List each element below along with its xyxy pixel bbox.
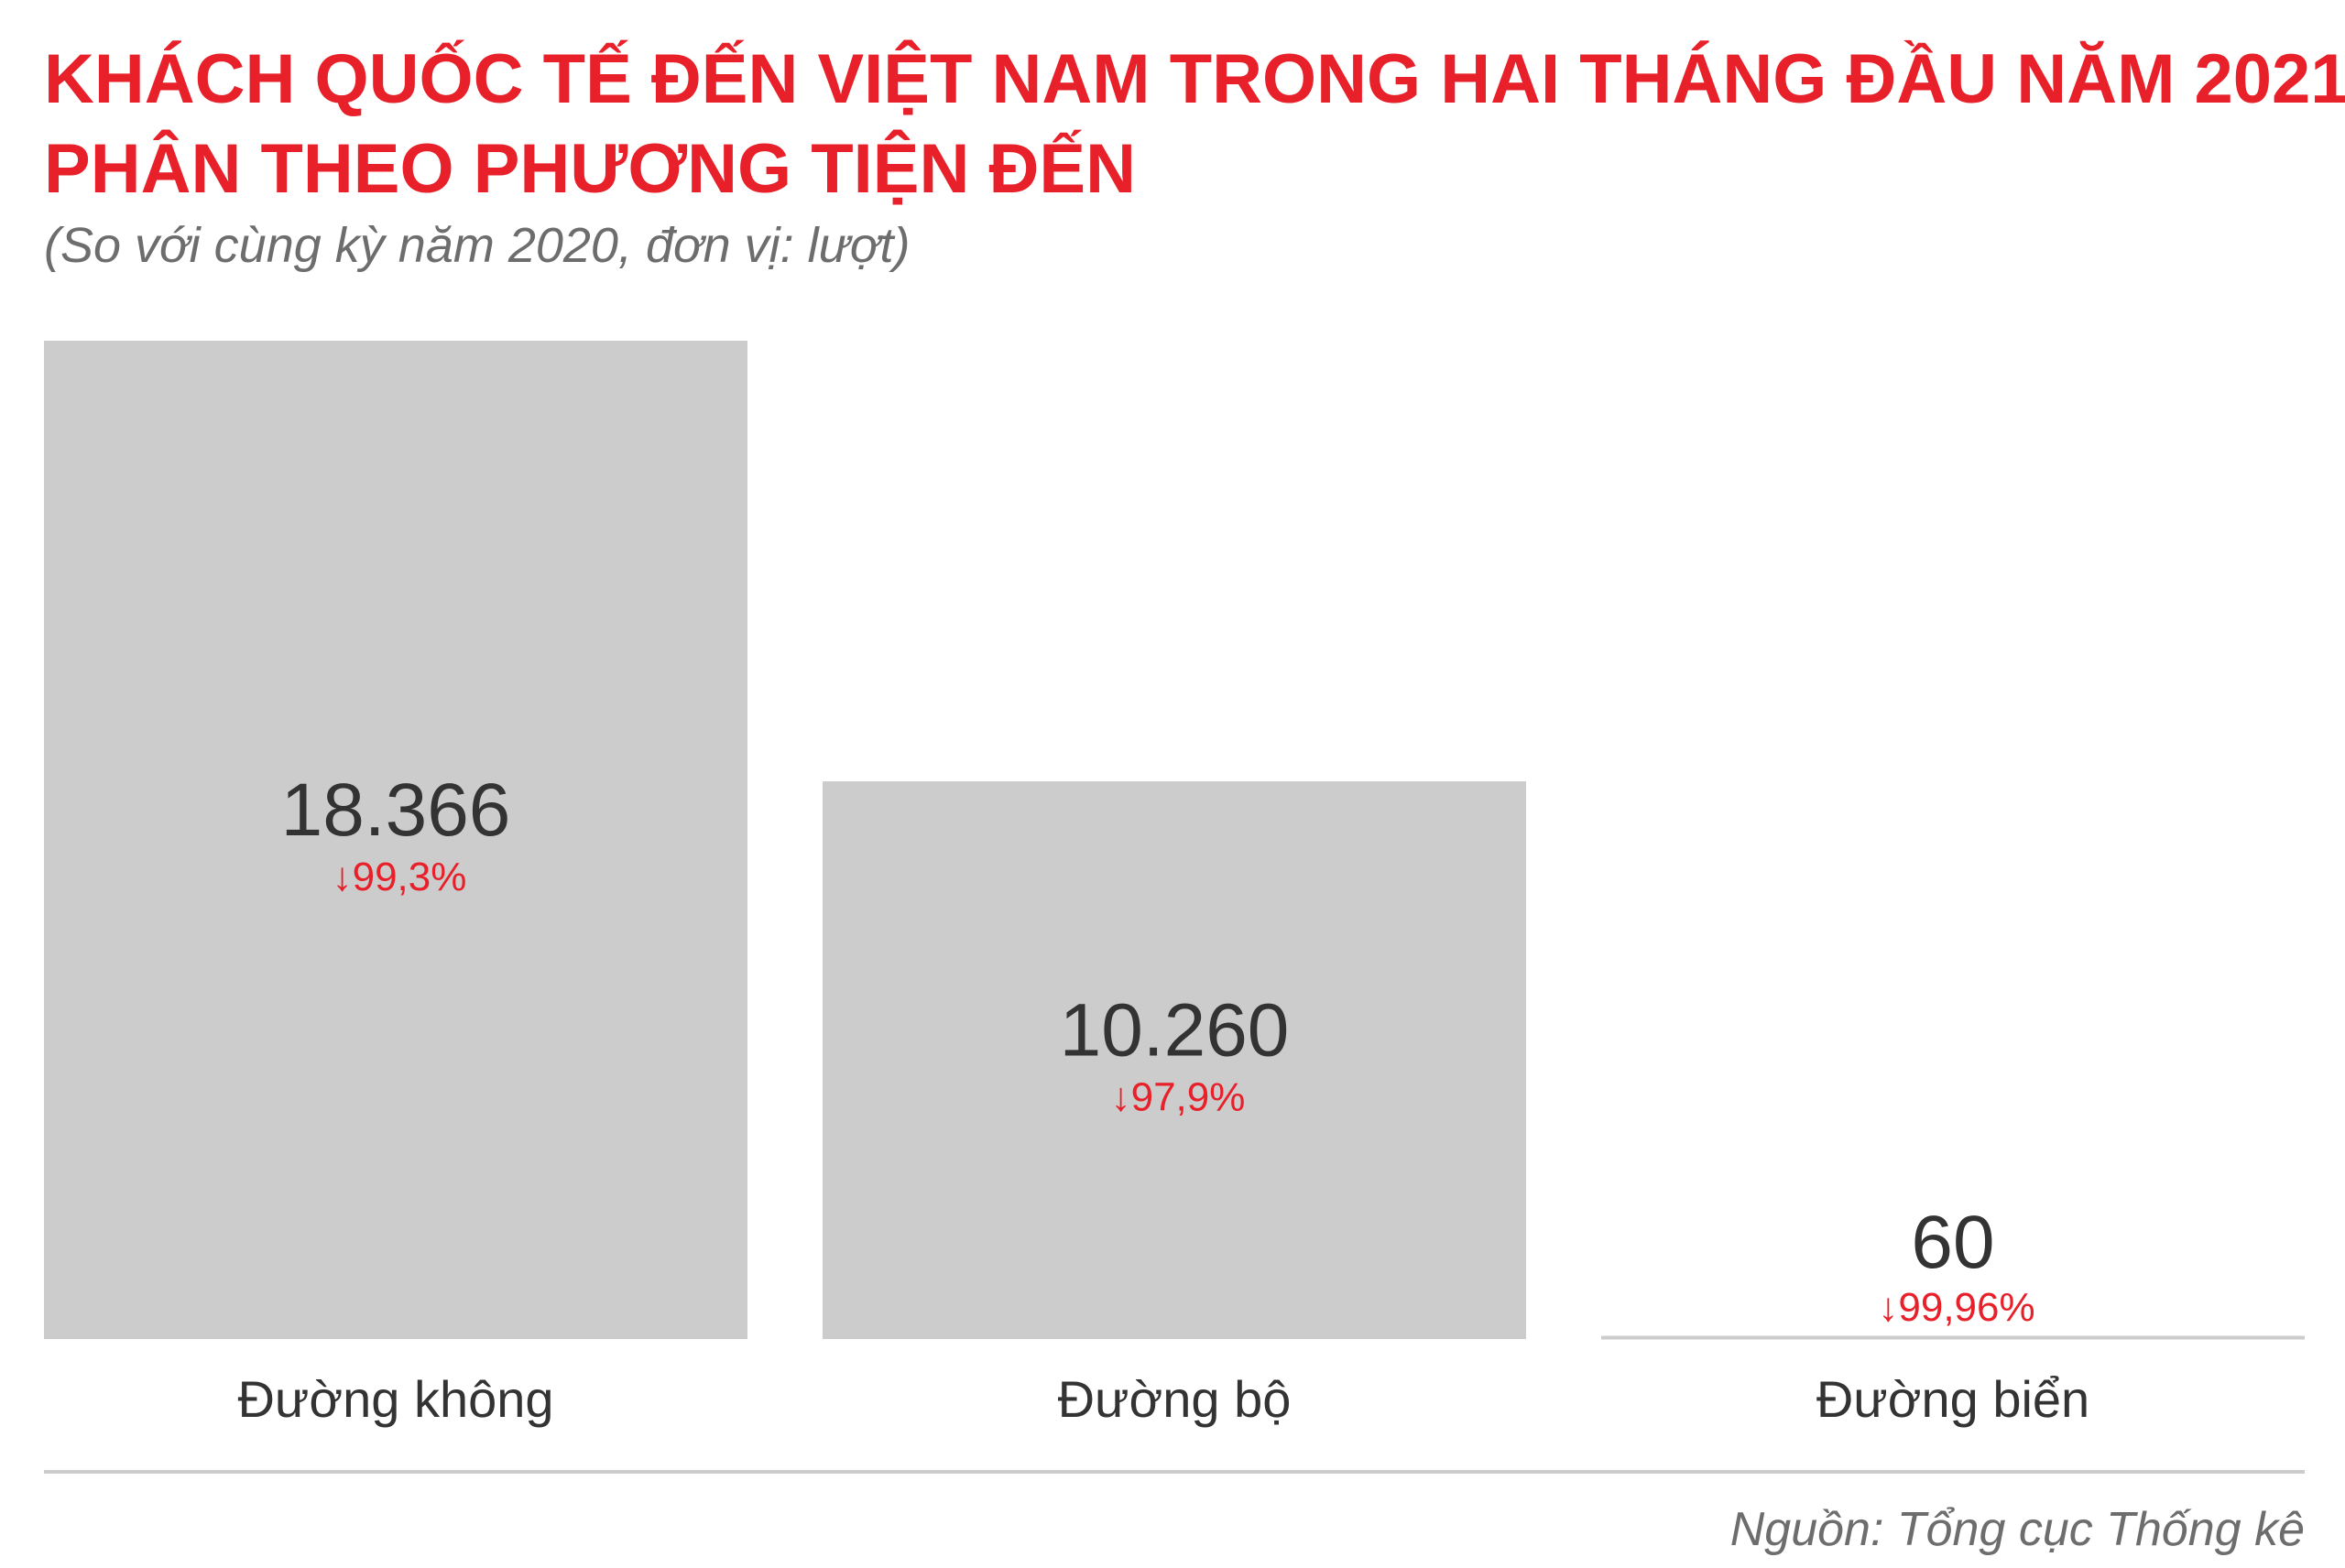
- chart-title-line-1: KHÁCH QUỐC TẾ ĐẾN VIỆT NAM TRONG HAI THÁ…: [44, 40, 2345, 118]
- down-arrow-icon: ↓: [333, 855, 353, 899]
- change-percent: 97,9%: [1131, 1075, 1246, 1120]
- category-label: Đường biển: [1816, 1370, 2089, 1428]
- category-label: Đường bộ: [1058, 1370, 1292, 1428]
- chart-title: KHÁCH QUỐC TẾ ĐẾN VIỆT NAM TRONG HAI THÁ…: [44, 35, 2345, 214]
- category-label: Đường không: [237, 1370, 553, 1428]
- bar-change-label: ↓99,3%: [333, 855, 467, 899]
- chart-subtitle: (So với cùng kỳ năm 2020, đơn vị: lượt): [44, 218, 911, 273]
- chart-title-line-2: PHÂN THEO PHƯƠNG TIỆN ĐẾN: [44, 130, 1136, 208]
- bar-value-label: 18.366: [281, 768, 511, 852]
- bar-2: [823, 781, 1526, 1339]
- down-arrow-icon: ↓: [1111, 1075, 1131, 1120]
- change-percent: 99,96%: [1898, 1285, 2034, 1330]
- change-percent: 99,3%: [353, 855, 467, 899]
- bar-value-label: 60: [1911, 1201, 1994, 1284]
- bar-change-label: ↓99,96%: [1878, 1285, 2034, 1330]
- bar-value-label: 10.260: [1060, 989, 1290, 1073]
- source-note: Nguồn: Tổng cục Thống kê: [1729, 1503, 2305, 1556]
- down-arrow-icon: ↓: [1878, 1285, 1898, 1330]
- bar-1: [44, 341, 747, 1339]
- bar-change-label: ↓97,9%: [1111, 1075, 1246, 1120]
